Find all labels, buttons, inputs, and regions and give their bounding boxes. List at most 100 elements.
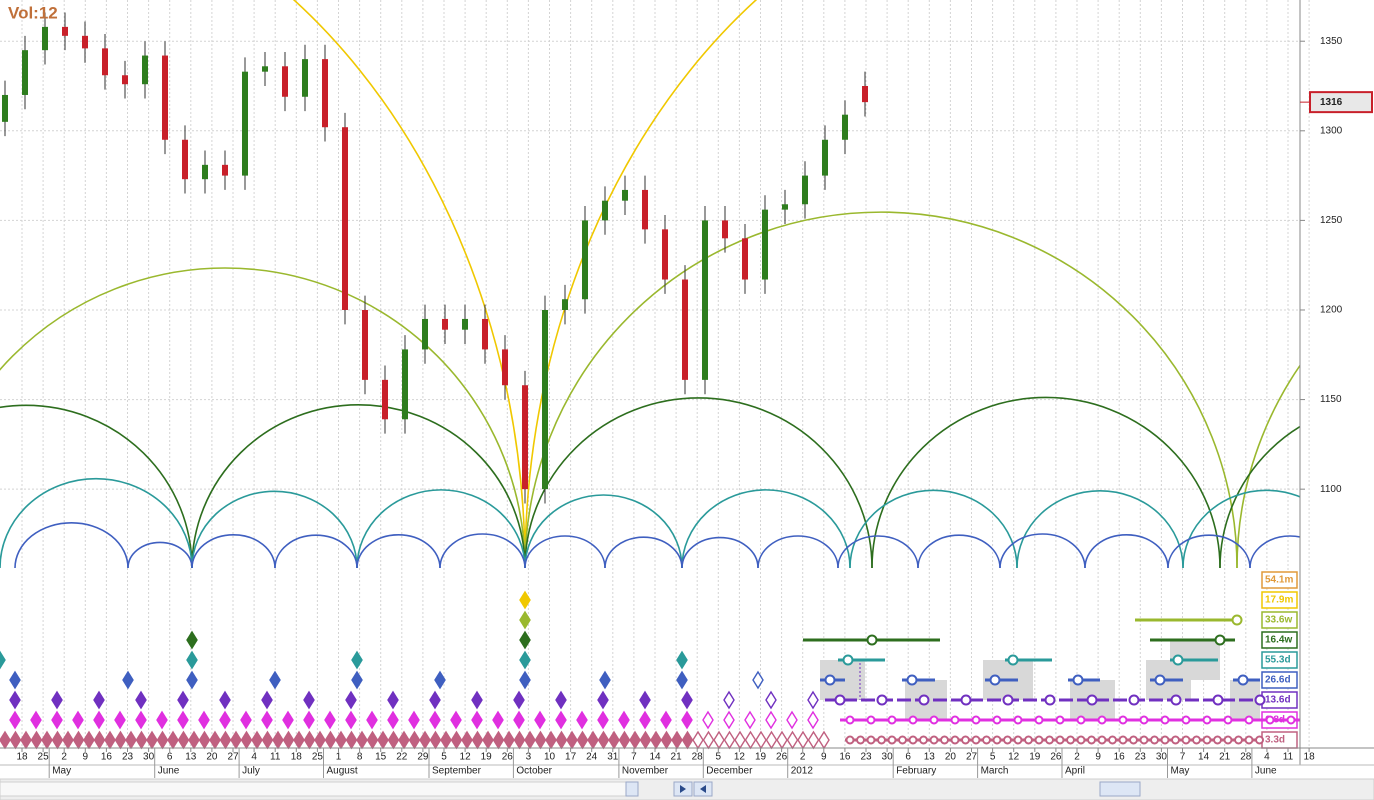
projection-point — [1002, 694, 1014, 706]
projection-point — [1160, 735, 1170, 745]
month-label: April — [1065, 766, 1085, 777]
x-tick-label: 1 — [336, 752, 342, 763]
x-tick-label: 4 — [251, 752, 257, 763]
candle-body — [682, 279, 688, 380]
cycle-arc — [871, 396, 1221, 569]
projection-point — [950, 735, 960, 745]
cycle-label-box — [1261, 571, 1298, 589]
scroll-thumb-left[interactable] — [625, 781, 639, 797]
scrollbar-left — [0, 781, 631, 797]
month-label: August — [327, 766, 358, 777]
cycle-trough-marker — [702, 710, 714, 730]
x-tick-label: 30 — [143, 752, 155, 763]
projection-point — [1231, 614, 1243, 626]
projection-point — [1160, 715, 1170, 725]
projection-point — [1139, 735, 1149, 745]
x-tick-label: 4 — [1264, 752, 1270, 763]
x-tick-label: 23 — [122, 752, 134, 763]
candle-body — [42, 26, 48, 51]
projection-point — [950, 715, 960, 725]
projection-point — [1223, 735, 1233, 745]
cycle-trough-marker — [9, 710, 21, 730]
cycle-trough-marker — [429, 710, 441, 730]
projection-point — [1223, 715, 1233, 725]
candle-body — [402, 349, 408, 420]
cycle-label: 54.1m — [1265, 575, 1293, 586]
projection-point — [1034, 735, 1044, 745]
cycle-label: 16.4w — [1265, 635, 1292, 646]
projection-point — [842, 654, 854, 666]
cycle-trough-marker — [303, 710, 315, 730]
cycle-trough-marker — [186, 650, 198, 670]
cycle-arc — [604, 536, 683, 569]
x-tick-label: 21 — [671, 752, 683, 763]
scroll-thumb[interactable] — [1099, 781, 1141, 797]
projection-point — [856, 735, 865, 745]
cycle-arc — [999, 533, 1086, 569]
x-tick-label: 25 — [38, 752, 50, 763]
x-tick-label: 14 — [649, 752, 661, 763]
cycle-trough-marker — [434, 670, 446, 690]
month-label: March — [981, 766, 1009, 777]
projection-point — [1213, 735, 1222, 745]
x-tick-label: 19 — [1029, 752, 1041, 763]
x-tick-label: 2 — [61, 752, 67, 763]
cycle-label-box — [1261, 591, 1298, 609]
x-tick-label: 18 — [16, 752, 28, 763]
x-tick-label: 5 — [716, 752, 722, 763]
cycle-trough-marker — [261, 710, 273, 730]
cycle-trough-marker — [351, 650, 363, 670]
projection-point — [992, 735, 1002, 745]
cycle-trough-marker — [93, 690, 105, 710]
cycle-trough-marker — [177, 710, 189, 730]
projection-point — [1128, 694, 1140, 706]
projection-point — [1139, 715, 1149, 725]
cycle-trough-marker — [471, 690, 483, 710]
cycle-arc — [1167, 534, 1251, 569]
cycle-trough-marker — [492, 710, 504, 730]
cycle-arc — [1016, 490, 1184, 569]
x-tick-label: 9 — [1095, 752, 1101, 763]
scrollbar[interactable] — [0, 778, 1374, 800]
y-tick-label: 1200 — [1320, 305, 1343, 316]
projection-point — [887, 715, 897, 725]
cycle-trough-marker — [519, 610, 531, 630]
x-tick-label: 12 — [1008, 752, 1020, 763]
cycle-arc — [524, 494, 683, 569]
projection-point — [1066, 735, 1075, 745]
cycle-arc — [1182, 489, 1300, 569]
y-tick-label: 1350 — [1320, 36, 1343, 47]
x-tick-label: 9 — [83, 752, 89, 763]
x-tick-label: 6 — [167, 752, 173, 763]
projection-point — [877, 735, 886, 745]
x-tick-label: 28 — [692, 752, 704, 763]
cycle-trough-marker — [351, 670, 363, 690]
candle-body — [602, 200, 608, 221]
x-tick-label: 16 — [839, 752, 851, 763]
cycle-trough-marker — [219, 690, 231, 710]
x-tick-label: 23 — [860, 752, 872, 763]
cycle-arcs — [0, 0, 1300, 569]
projection-point — [1214, 634, 1226, 646]
cycle-trough-marker — [387, 690, 399, 710]
cycle-label-box — [1261, 611, 1298, 629]
projection-point — [1172, 654, 1184, 666]
cycle-arc — [757, 535, 839, 569]
cycle-trough-marker — [387, 710, 399, 730]
cycle-trough-marker — [534, 710, 546, 730]
projection-point — [1192, 735, 1201, 745]
projection-point — [845, 715, 855, 725]
candle-body — [262, 66, 268, 72]
x-tick-label: 2 — [800, 752, 806, 763]
candle-body — [742, 238, 748, 280]
projection-point — [1044, 694, 1056, 706]
x-tick-label: 26 — [502, 752, 514, 763]
candle-body — [182, 139, 188, 180]
projection-point — [992, 715, 1002, 725]
cycle-trough-marker — [519, 650, 531, 670]
x-tick-label: 19 — [481, 752, 493, 763]
cycle-arc — [191, 534, 276, 569]
candle-body — [662, 229, 668, 280]
cycle-label: 33.6w — [1265, 615, 1292, 626]
month-label: June — [158, 766, 180, 777]
